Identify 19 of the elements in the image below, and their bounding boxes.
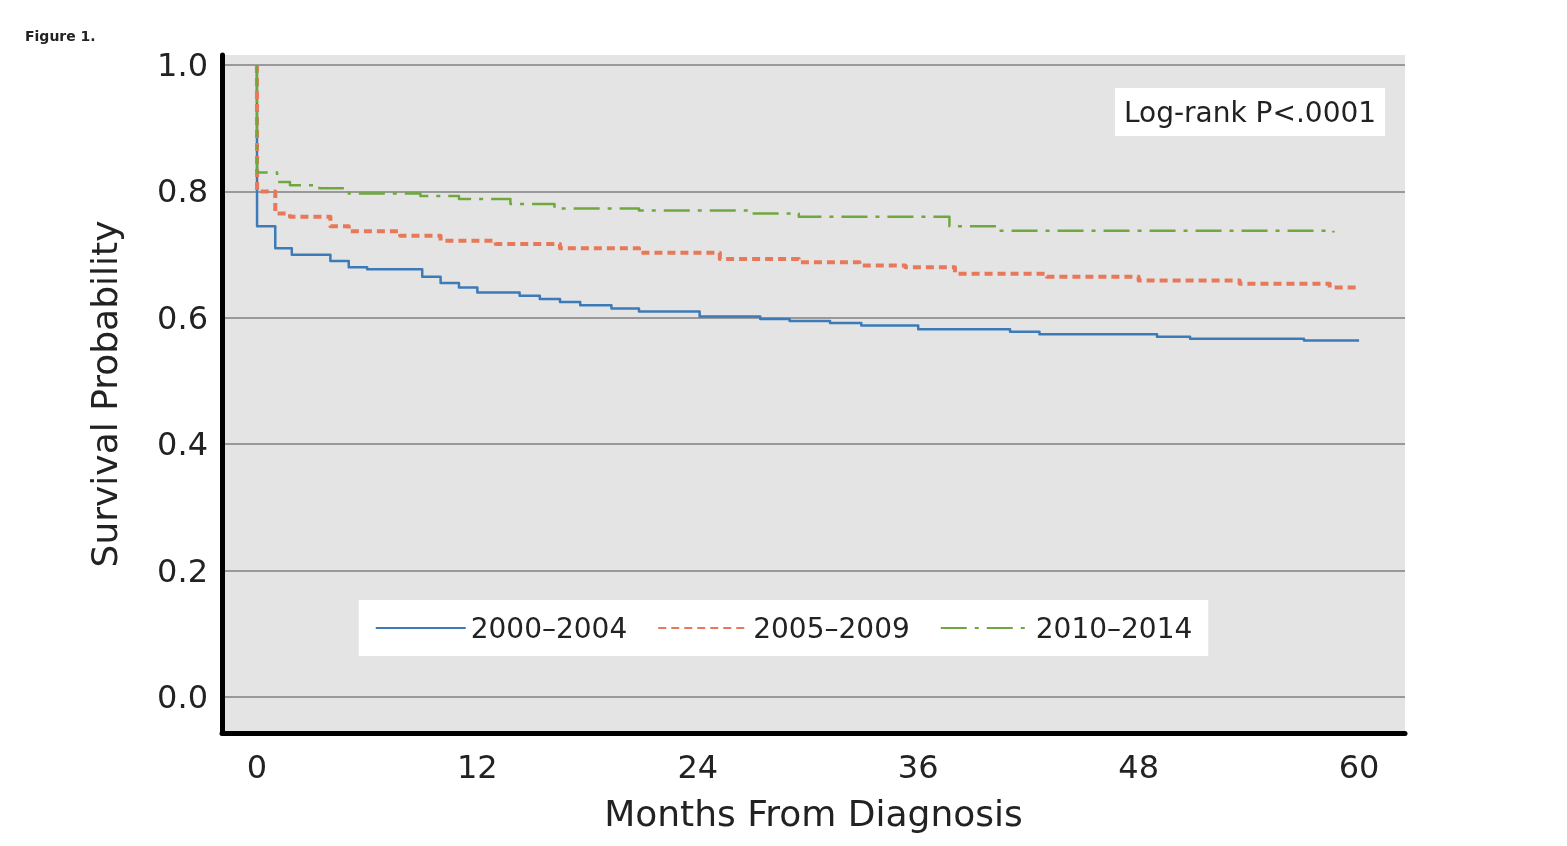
y-tick-label: 1.0 [157,46,208,85]
x-tick-label: 48 [1118,748,1159,786]
x-axis-title: Months From Diagnosis [604,792,1023,834]
legend-label: 2005–2009 [753,611,910,645]
legend-label: 2000–2004 [470,611,628,645]
y-tick-label: 0.8 [157,172,208,211]
text: Figure 1. [25,28,96,44]
legend-label: 2010–2014 [1035,611,1193,645]
annotation: Log-rank P<.0001 [1123,95,1377,129]
y-tick-label: 0.0 [157,677,208,716]
x-tick-label: 36 [897,748,939,786]
y-tick-label: 0.6 [157,298,208,337]
x-tick-label: 0 [246,748,268,786]
y-axis-title: Survival Probability [83,220,125,568]
y-tick-label: 0.4 [157,425,208,464]
x-tick-label: 60 [1338,748,1380,786]
y-tick-label: 0.2 [157,551,208,590]
x-tick-label: 12 [456,748,498,786]
x-tick-label: 24 [677,748,719,786]
